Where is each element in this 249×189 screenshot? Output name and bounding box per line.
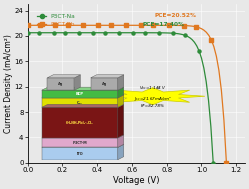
- Text: PCE=17.40%: PCE=17.40%: [142, 22, 184, 27]
- X-axis label: Voltage (V): Voltage (V): [113, 176, 160, 185]
- Legend: P3CT-Na, P3CT-Rb: P3CT-Na, P3CT-Rb: [35, 12, 78, 29]
- Y-axis label: Current Density (mA/cm²): Current Density (mA/cm²): [4, 34, 13, 133]
- Polygon shape: [101, 88, 205, 105]
- Text: $V_{oc}$=1.144 V
$J_{sc}$=21.67mA/cm²
FF=82.78%: $V_{oc}$=1.144 V $J_{sc}$=21.67mA/cm² FF…: [133, 84, 172, 108]
- Text: PCE=20.52%: PCE=20.52%: [155, 13, 196, 18]
